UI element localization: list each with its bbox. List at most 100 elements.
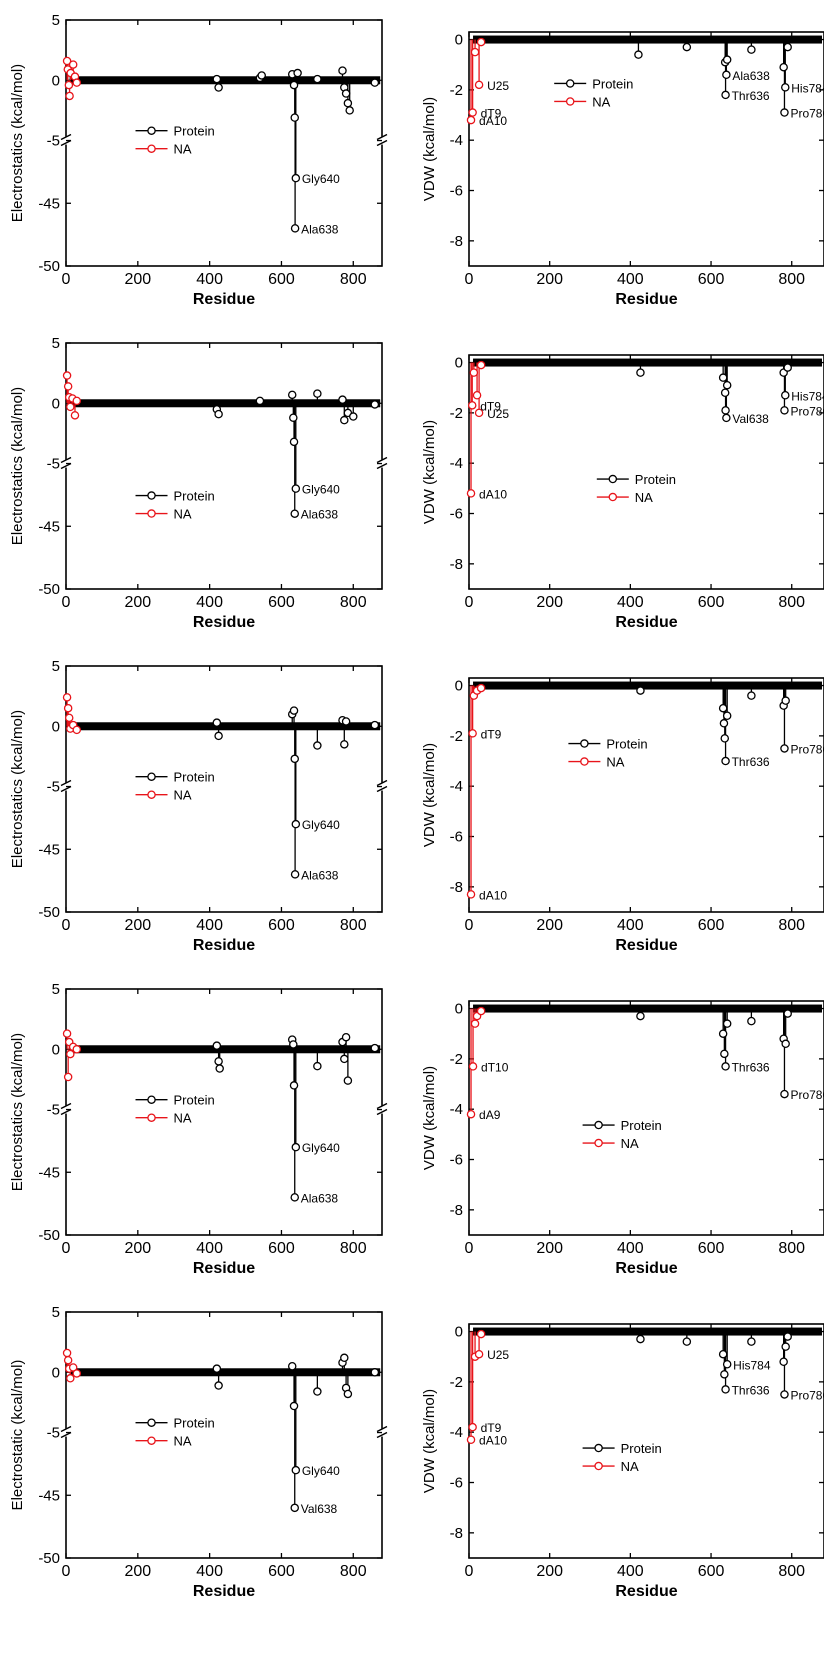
x-tick-label: 200 [124,1240,151,1257]
na-point [470,47,480,57]
na-point [62,693,72,702]
protein-point [290,509,299,518]
protein-point [289,437,299,447]
na-point [70,411,80,420]
legend-marker [147,790,156,799]
legend-label: NA [592,94,610,109]
annotation-label: Thr636 [732,755,770,769]
na-point [476,1329,486,1339]
legend: Protein NA [135,489,215,522]
legend-label: NA [174,788,192,803]
protein-point [721,1385,730,1394]
protein-point [290,224,300,233]
y-axis-label: Electrostatics (kcal/mol) [9,710,26,868]
legend-label: Protein [174,1093,215,1108]
y-tick-label: -8 [450,233,463,250]
protein-point [721,1062,730,1071]
na-point [467,401,477,410]
na-point [63,382,73,391]
protein-point [340,1054,349,1064]
na-point [62,1348,72,1358]
x-tick-label: 200 [536,1240,563,1257]
legend-label: NA [174,507,192,522]
annotation-label: Pro780 [790,107,824,121]
legend-marker [608,474,618,484]
protein-baseline-band [69,1045,381,1054]
protein-point [289,80,299,90]
x-tick-label: 200 [536,594,563,611]
x-tick-label: 200 [536,917,563,934]
protein-point [370,1043,380,1053]
x-tick-label: 200 [536,271,563,288]
protein-baseline-band [473,1327,822,1336]
annotation-label: Gly640 [302,1141,340,1155]
na-point [474,1349,484,1359]
x-axis-label: Residue [193,614,255,631]
legend: Protein NA [135,1093,215,1126]
x-tick-label: 0 [465,1240,474,1257]
protein-point [291,1465,301,1475]
annotation-label: Gly640 [302,818,340,832]
y-tick-label: -45 [38,518,60,535]
annotation-label: dT9 [481,107,502,121]
na-point [62,1029,72,1038]
annotation-label: Pro780 [790,404,824,418]
y-axis-label: VDW (kcal/mol) [421,97,438,201]
protein-point [214,83,223,92]
x-tick-label: 0 [62,1240,71,1257]
x-tick-label: 600 [698,1563,725,1580]
legend-label: Protein [174,124,215,139]
protein-point [214,731,223,741]
na-point [63,703,73,713]
plot-frame [468,354,824,590]
protein-point [781,83,790,92]
x-tick-label: 400 [617,271,644,288]
y-tick-label: -4 [450,132,463,149]
na-point [476,1006,486,1016]
protein-point [718,1349,728,1359]
x-tick-label: 400 [617,917,644,934]
y-tick-label: 0 [455,32,463,49]
protein-point [291,1142,301,1152]
na-point [476,360,486,370]
y-tick-label: -4 [450,455,463,472]
y-tick-label: 5 [52,1304,60,1321]
y-axis-label: Electrostatics (kcal/mol) [9,387,26,545]
legend-marker [147,772,156,781]
legend-label: NA [621,1136,639,1151]
x-tick-label: 200 [124,271,151,288]
x-tick-label: 200 [124,594,151,611]
x-tick-label: 400 [617,594,644,611]
protein-point [783,42,792,52]
protein-point [780,1089,789,1099]
legend-marker [580,739,589,748]
y-axis-label: Electrostatics (kcal/mol) [9,64,26,222]
protein-point [780,1390,789,1399]
legend-label: Protein [174,1416,215,1431]
protein-point [370,720,380,730]
protein-point [682,42,692,52]
protein-point [313,74,322,84]
y-tick-label: -50 [38,258,60,275]
annotation-label: Pro780 [790,1088,824,1102]
y-tick-label: -8 [450,879,463,896]
annotation-label: His784 [791,81,824,95]
y-tick-label: 5 [52,658,60,675]
protein-baseline-band [473,681,822,690]
x-tick-label: 400 [196,917,223,934]
protein-point [212,1364,222,1373]
legend-marker [565,97,575,106]
protein-point [215,1064,224,1073]
protein-point [747,1016,756,1026]
legend: Protein NA [135,1416,215,1449]
plot-frame [65,1311,383,1559]
x-tick-label: 200 [124,1563,151,1580]
x-tick-label: 400 [617,1240,644,1257]
annotation-label: Val638 [732,412,769,426]
y-tick-label: -5 [47,456,60,473]
protein-point [783,1332,792,1341]
na-point [468,1062,478,1071]
legend: Protein NA [135,770,215,803]
y-tick-label: -2 [450,1051,463,1068]
